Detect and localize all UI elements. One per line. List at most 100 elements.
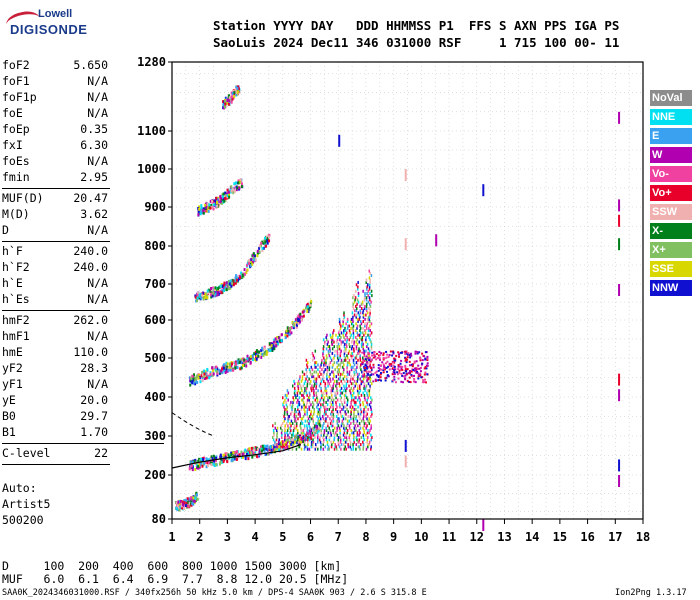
echo-point bbox=[306, 412, 308, 416]
echo-point bbox=[369, 375, 371, 379]
echo-point bbox=[355, 289, 357, 293]
echo-point bbox=[348, 419, 351, 423]
echo-point bbox=[345, 426, 348, 430]
echo-point bbox=[340, 324, 342, 328]
echo-point bbox=[350, 407, 353, 411]
echo-point bbox=[364, 363, 366, 367]
echo-point bbox=[337, 438, 339, 442]
echo-point bbox=[343, 345, 346, 349]
echo-point bbox=[304, 440, 306, 444]
echo-point bbox=[292, 443, 294, 447]
echo-point bbox=[357, 351, 359, 355]
echo-point bbox=[365, 338, 367, 342]
echo-point bbox=[353, 433, 355, 437]
echo-point bbox=[346, 326, 349, 330]
echo-point bbox=[360, 362, 363, 365]
echo-point bbox=[359, 398, 361, 402]
echo-marker bbox=[618, 284, 621, 296]
echo-point bbox=[361, 375, 363, 379]
echo-point bbox=[363, 372, 366, 376]
y-tick-label: 600 bbox=[144, 313, 166, 327]
echo-point bbox=[323, 428, 326, 432]
echo-point bbox=[301, 417, 304, 421]
echo-point bbox=[398, 369, 401, 372]
echo-point bbox=[224, 371, 227, 375]
echo-point bbox=[232, 89, 235, 93]
echo-point bbox=[319, 382, 322, 386]
echo-point bbox=[329, 361, 332, 365]
echo-point bbox=[332, 363, 334, 367]
echo-point bbox=[320, 403, 322, 407]
param-value: N/A bbox=[87, 329, 108, 343]
echo-point bbox=[310, 434, 313, 438]
echo-point bbox=[284, 431, 286, 435]
echo-point bbox=[294, 417, 296, 421]
echo-point bbox=[226, 460, 229, 464]
echo-point bbox=[397, 377, 400, 380]
echo-point bbox=[398, 353, 401, 356]
echo-point bbox=[301, 437, 304, 441]
echo-point bbox=[356, 287, 359, 291]
echo-point bbox=[230, 185, 233, 189]
echo-point bbox=[313, 428, 316, 432]
echo-point bbox=[178, 503, 181, 507]
echo-point bbox=[362, 331, 364, 335]
auto-scaling-info: Auto: Artist5 500200 bbox=[2, 480, 50, 528]
echo-point bbox=[188, 501, 191, 505]
echo-point bbox=[258, 350, 261, 354]
echo-point bbox=[362, 426, 364, 430]
echo-point bbox=[314, 365, 316, 369]
echo-point bbox=[210, 203, 213, 207]
echo-point bbox=[275, 344, 278, 348]
echo-point bbox=[400, 372, 403, 375]
echo-point bbox=[276, 443, 278, 447]
echo-point bbox=[355, 283, 358, 287]
echo-point bbox=[366, 440, 368, 444]
echo-point bbox=[197, 213, 200, 217]
echo-point bbox=[275, 438, 278, 442]
echo-point bbox=[339, 389, 342, 393]
echo-point bbox=[359, 356, 361, 360]
echo-point bbox=[289, 403, 291, 407]
echo-point bbox=[332, 386, 334, 390]
echo-point bbox=[381, 361, 384, 364]
echo-point bbox=[326, 370, 329, 374]
echo-point bbox=[353, 368, 356, 372]
echo-point bbox=[286, 436, 288, 439]
echo-point bbox=[364, 294, 366, 298]
echo-point bbox=[219, 460, 222, 464]
echo-point bbox=[413, 369, 416, 372]
echo-point bbox=[346, 345, 348, 349]
echo-point bbox=[350, 333, 352, 337]
echo-point bbox=[364, 296, 366, 300]
echo-point bbox=[402, 375, 405, 378]
echo-point bbox=[179, 499, 182, 503]
echo-point bbox=[304, 433, 306, 437]
echo-point bbox=[180, 504, 183, 508]
echo-point bbox=[294, 419, 296, 423]
echo-point bbox=[211, 292, 214, 296]
echo-point bbox=[397, 365, 400, 368]
echo-point bbox=[221, 460, 224, 464]
echo-point bbox=[339, 354, 342, 358]
echo-point bbox=[382, 352, 385, 355]
echo-point bbox=[284, 336, 287, 340]
echo-point bbox=[388, 354, 391, 357]
echo-point bbox=[369, 379, 372, 383]
echo-point bbox=[325, 428, 328, 432]
echo-point bbox=[337, 372, 340, 376]
param-name: yF1 bbox=[2, 377, 23, 391]
echo-point bbox=[358, 333, 361, 337]
echo-point bbox=[219, 290, 222, 294]
echo-point bbox=[254, 446, 257, 450]
echo-point bbox=[302, 314, 305, 318]
echo-point bbox=[314, 427, 317, 431]
param-name: foEs bbox=[2, 154, 30, 168]
echo-point bbox=[367, 407, 369, 411]
echo-point bbox=[198, 463, 201, 467]
echo-point bbox=[385, 366, 388, 369]
echo-point bbox=[367, 436, 369, 439]
echo-point bbox=[360, 345, 363, 349]
echo-point bbox=[423, 355, 426, 358]
echo-point bbox=[336, 354, 339, 358]
